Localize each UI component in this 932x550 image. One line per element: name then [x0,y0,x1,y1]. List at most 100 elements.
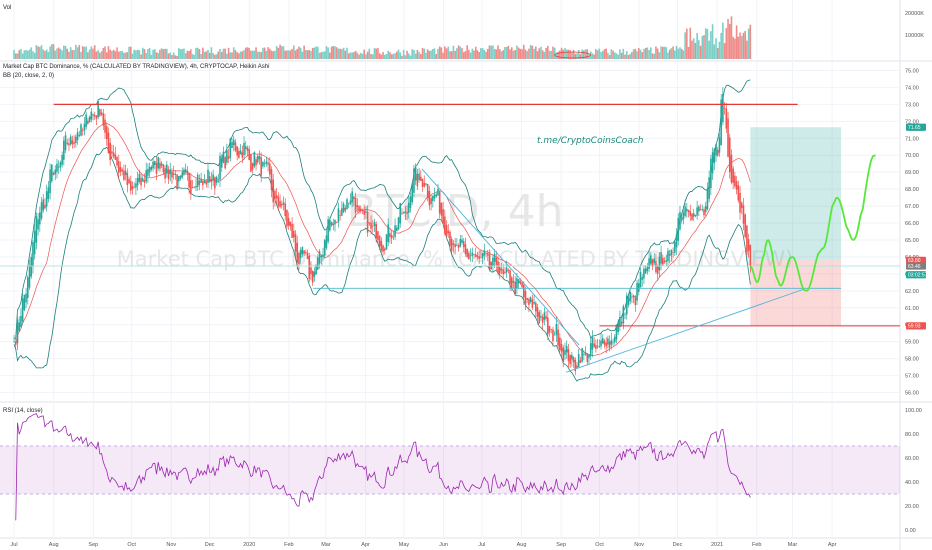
candle-body [571,354,573,360]
volume-bar [279,44,281,59]
rsi-legend[interactable]: RSI (14, close) [3,408,43,414]
volume-bar [284,50,287,59]
volume-bar [188,51,190,59]
volume-bar [545,47,547,59]
volume-bar [392,53,395,59]
volume-bar [141,47,144,59]
candle-body [689,211,692,216]
axes: 75.00 74.00 73.00 72.00 71.00 70.00 69.00 68.00… [11,11,925,548]
bollinger-legend[interactable]: BB (20, close, 2, 0) [3,73,54,79]
candle-body [159,162,161,169]
volume-highlight-ellipse[interactable] [554,51,592,59]
volume-bar [73,49,75,59]
candle-body [382,245,384,252]
volume-bar [505,47,508,59]
long-position-stop-zone[interactable] [750,260,842,326]
time-axis-label: Aug [49,542,59,548]
long-position-profit-zone[interactable] [750,127,842,261]
descending-trendline[interactable] [421,168,580,346]
volume-bar [320,52,323,59]
candle-body [529,297,532,302]
volume-bar [483,49,486,59]
volume-bar [23,50,26,59]
volume-bar [414,53,417,59]
ascending-trendline[interactable] [566,288,805,373]
volume-bar [61,50,63,59]
volume-bar [462,52,465,59]
volume-bar [643,49,645,59]
volume-bar [66,48,69,59]
volume-bar [452,45,455,59]
candle-body [99,109,101,116]
candle-body [69,136,72,145]
volume-bar [543,51,546,59]
candle-body [21,298,24,322]
chart-drawings[interactable] [0,103,900,373]
volume-bar [18,50,21,59]
volume-legend[interactable]: Vol [3,5,11,11]
volume-bar [267,47,269,59]
candle-body [426,184,429,198]
volume-bars [13,16,752,60]
candle-body [559,337,561,351]
candle-body [373,221,376,227]
volume-bar [605,48,607,59]
volume-bar [716,48,719,59]
volume-bar [517,47,520,59]
main-series-legend[interactable]: Market Cap BTC Dominance, % (CALCULATED … [3,64,269,70]
heikin-ashi-candles [13,87,752,376]
candle-body [480,257,482,259]
candle-body [40,202,43,219]
volume-bar [121,50,123,59]
candle-body [615,324,618,340]
volume-bar [303,45,305,59]
candle-body [383,248,386,251]
candle-body [272,179,275,203]
volume-bar [456,48,458,59]
candle-body [80,124,82,136]
price-tag-text: 63.80 [908,258,921,264]
volume-bar [95,51,98,59]
candle-body [522,284,525,298]
volume-bar [677,48,680,59]
time-axis-label: Jun [439,542,448,548]
volume-bar [596,50,599,59]
volume-bar [220,51,223,59]
volume-bar [711,24,714,59]
candle-body [380,240,383,251]
candle-body [322,254,324,257]
volume-bar [49,46,51,59]
volume-bar [205,51,208,59]
candle-body [52,172,55,176]
volume-bar [275,45,278,59]
candle-body [442,209,444,224]
grid-lines [0,0,900,538]
candle-body [267,162,269,165]
candle-body [605,342,607,347]
candle-body [258,155,261,160]
volume-bar [126,52,129,59]
candle-body [655,260,657,273]
volume-bar [644,47,647,59]
candle-body [248,149,250,161]
candle-body [710,158,712,189]
candle-body [674,242,676,253]
volume-bar [619,49,621,59]
candle-body [696,207,698,216]
candle-body [87,120,89,124]
position-zones[interactable] [750,127,842,326]
volume-bar [344,50,347,59]
volume-bar [327,47,329,59]
volume-bar [430,50,432,59]
candle-body [299,249,302,259]
volume-bar [571,52,573,59]
volume-bar [514,50,517,59]
volume-bar [75,44,77,59]
volume-bar [97,50,99,59]
projected-path[interactable] [749,154,876,292]
candle-body [141,178,144,182]
volume-bar [78,45,81,59]
candle-body [541,316,544,323]
